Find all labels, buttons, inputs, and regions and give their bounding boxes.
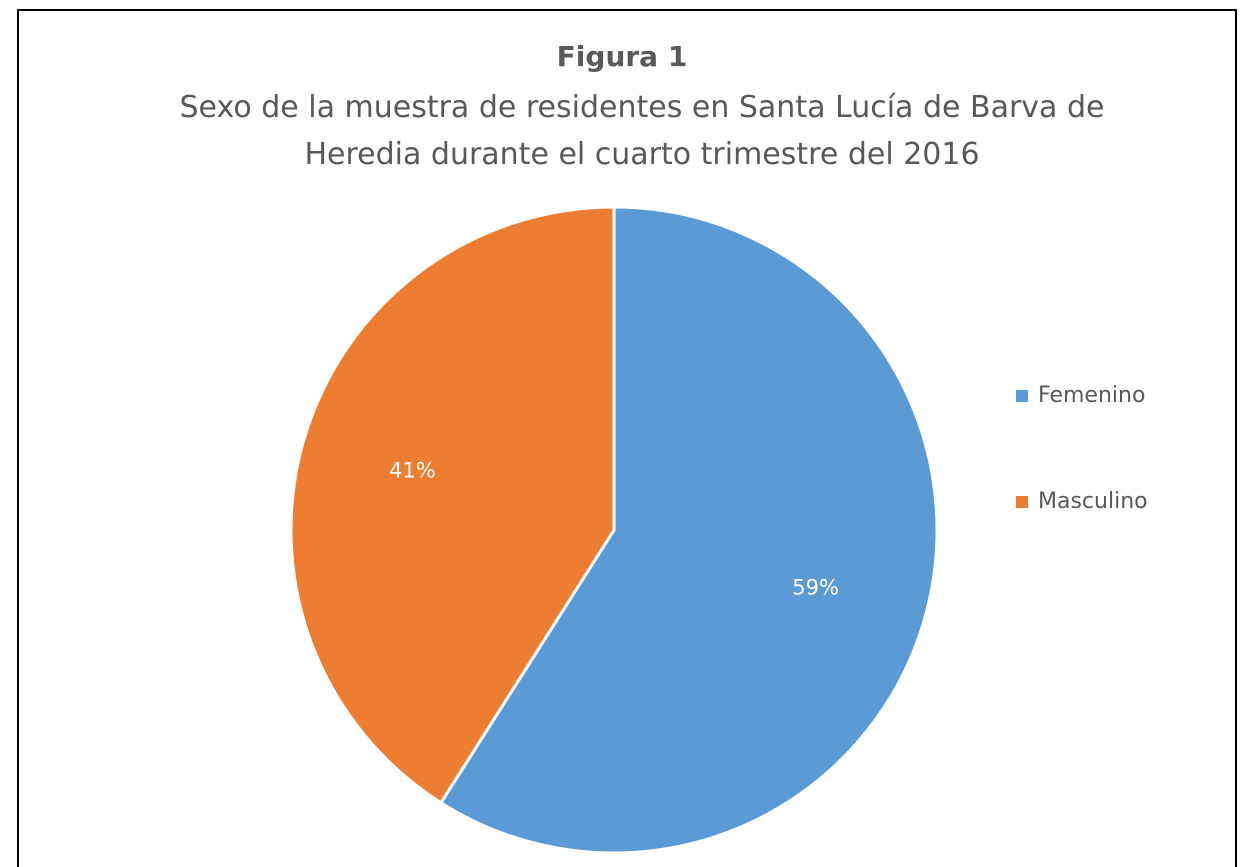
legend-swatch	[1016, 390, 1028, 402]
chart-title: Figura 1	[556, 40, 688, 73]
legend-label: Masculino	[1038, 489, 1148, 514]
legend-label: Femenino	[1038, 383, 1145, 408]
chart-subtitle: Sexo de la muestra de residentes en Sant…	[179, 90, 1105, 172]
data-label: 59%	[792, 576, 839, 600]
data-label: 41%	[389, 458, 436, 482]
chart-frame	[17, 9, 1237, 867]
legend-swatch	[1016, 496, 1028, 508]
pie-slice	[438, 205, 939, 855]
pie-slice	[289, 205, 616, 805]
